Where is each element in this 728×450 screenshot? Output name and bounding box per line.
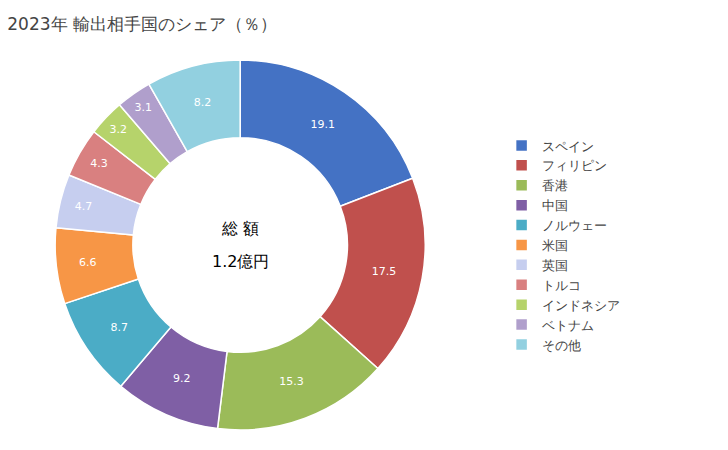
svg-text:6.6: 6.6 <box>79 256 97 269</box>
svg-text:4.3: 4.3 <box>90 157 108 170</box>
svg-text:9.2: 9.2 <box>173 372 191 385</box>
svg-text:スペイン: スペイン <box>542 139 594 154</box>
svg-text:ベトナム: ベトナム <box>542 318 594 333</box>
svg-text:8.7: 8.7 <box>110 321 128 334</box>
svg-text:15.3: 15.3 <box>279 375 304 388</box>
svg-text:2023年 輸出相手国のシェア（％）: 2023年 輸出相手国のシェア（％） <box>7 14 277 34</box>
svg-text:中国: 中国 <box>542 198 568 213</box>
svg-text:4.7: 4.7 <box>75 200 93 213</box>
svg-text:19.1: 19.1 <box>311 118 336 131</box>
svg-text:米国: 米国 <box>542 238 568 253</box>
svg-text:8.2: 8.2 <box>194 96 212 109</box>
svg-text:フィリピン: フィリピン <box>542 158 607 173</box>
svg-text:英国: 英国 <box>542 258 568 273</box>
svg-text:インドネシア: インドネシア <box>542 298 620 313</box>
svg-text:トルコ: トルコ <box>542 278 581 293</box>
svg-text:17.5: 17.5 <box>372 265 397 278</box>
svg-text:ノルウェー: ノルウェー <box>542 218 607 233</box>
svg-text:香港: 香港 <box>542 178 568 193</box>
svg-text:その他: その他 <box>542 338 581 353</box>
svg-text:3.2: 3.2 <box>109 123 127 136</box>
svg-text:総 額: 総 額 <box>221 219 259 238</box>
svg-text:1.2億円: 1.2億円 <box>212 252 269 271</box>
svg-text:3.1: 3.1 <box>134 101 152 114</box>
